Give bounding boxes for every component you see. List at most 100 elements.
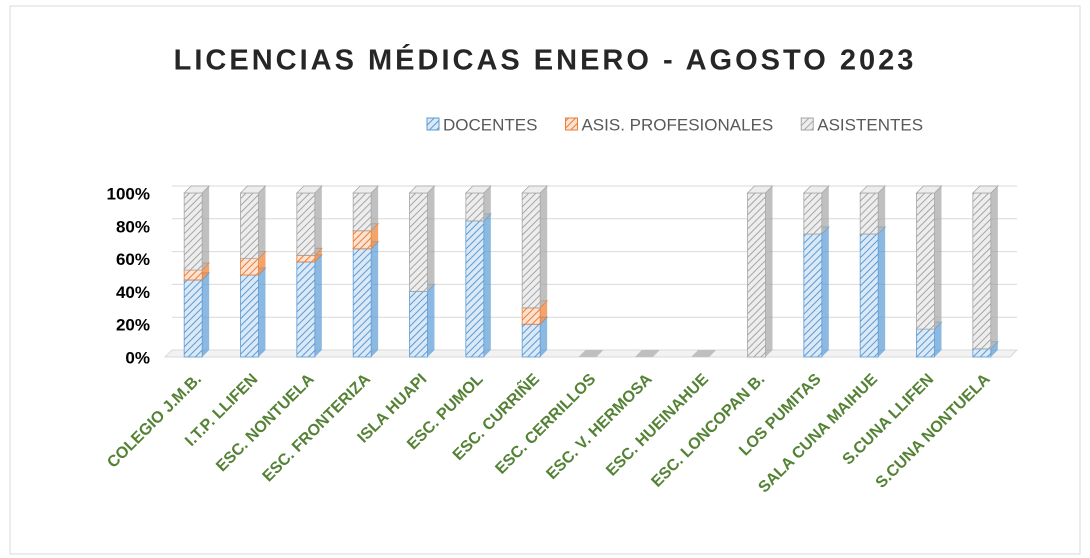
bar-front — [409, 192, 428, 292]
bar-side — [314, 248, 322, 262]
bar-side — [427, 284, 435, 357]
bar-top — [521, 185, 549, 194]
bar-front — [916, 192, 935, 330]
bar-front — [465, 220, 485, 358]
bar-side — [821, 227, 829, 357]
bar-side — [483, 186, 491, 221]
bar-front — [521, 192, 541, 309]
y-tick-label: 0% — [125, 348, 150, 367]
bar-empty — [578, 350, 604, 357]
y-tick-label: 80% — [116, 217, 150, 236]
y-tick-label: 40% — [116, 283, 150, 302]
y-tick-label: 100% — [107, 184, 150, 203]
bar-empty — [634, 350, 660, 357]
bar-front — [352, 230, 372, 250]
bar-segment — [802, 226, 830, 358]
bar-side — [314, 186, 322, 256]
bar-segment — [802, 185, 830, 235]
bar-side — [540, 317, 548, 357]
bar-segment — [464, 185, 492, 222]
legend-label: DOCENTES — [443, 115, 537, 134]
y-tick-label: 60% — [116, 250, 150, 269]
bar-front — [916, 328, 935, 358]
bar-top — [408, 185, 436, 194]
bar-segment — [859, 185, 887, 235]
bar-front — [521, 323, 541, 358]
bar-front — [803, 233, 823, 358]
bar-top — [915, 185, 943, 194]
bar-side — [258, 251, 266, 275]
bar-front — [240, 258, 259, 276]
bar-side — [202, 272, 210, 357]
bar-side — [990, 186, 998, 349]
bar-top — [859, 185, 887, 194]
bar-front — [296, 254, 316, 263]
bar-side — [314, 254, 322, 357]
bar-side — [202, 186, 210, 271]
bar-side — [878, 186, 886, 234]
bar-segment — [239, 267, 267, 358]
legend-swatch — [800, 117, 814, 131]
bar-top — [183, 185, 211, 194]
bar-segment — [408, 283, 436, 358]
bar-front — [465, 192, 485, 222]
bar-front — [183, 192, 203, 271]
chart-title: LICENCIAS MÉDICAS ENERO - AGOSTO 2023 — [174, 43, 917, 77]
bar-top — [464, 185, 492, 194]
bar-segment — [859, 226, 887, 358]
bar-side — [258, 268, 266, 357]
bar-segment — [239, 185, 267, 259]
bar-segment — [352, 185, 380, 232]
bar-front — [409, 290, 428, 358]
bar-segment — [183, 272, 211, 358]
bar-side — [202, 263, 210, 280]
bar-front — [296, 261, 316, 358]
legend-swatch — [564, 117, 578, 131]
bar-side — [483, 213, 491, 357]
bar-side — [934, 322, 942, 357]
bar-top — [971, 185, 999, 194]
bar-front — [352, 192, 372, 232]
bar-segment — [295, 185, 323, 256]
bar-side — [258, 186, 266, 259]
bar-front — [747, 192, 766, 358]
bar-side — [765, 186, 773, 357]
bar-segment — [408, 185, 436, 292]
bar-front — [183, 279, 203, 358]
bar-front — [972, 348, 992, 358]
legend-swatch — [426, 117, 440, 131]
bar-front — [859, 192, 879, 235]
bar-side — [540, 300, 548, 325]
bar-side — [821, 186, 829, 234]
bar-front — [240, 274, 259, 358]
bar-top — [295, 185, 323, 194]
legend-label: ASISTENTES — [817, 115, 923, 134]
bar-top — [802, 185, 830, 194]
bar-side — [371, 186, 379, 231]
y-tick-label: 20% — [116, 316, 150, 335]
bar-side — [990, 341, 998, 357]
bar-segment — [915, 185, 943, 330]
bar-side — [371, 241, 379, 357]
bar-side — [934, 186, 942, 330]
bar-segment — [521, 185, 549, 309]
bar-segment — [746, 185, 774, 358]
bar-side — [878, 227, 886, 357]
bar-side — [540, 186, 548, 308]
bar-segment — [352, 241, 380, 358]
bar-front — [352, 248, 372, 358]
bar-front — [859, 233, 879, 358]
bar-segment — [295, 254, 323, 358]
bar-segment — [183, 185, 211, 271]
bar-segment — [971, 185, 999, 350]
bar-segment — [464, 213, 492, 358]
bar-front — [240, 192, 259, 259]
legend-label: ASIS. PROFESIONALES — [581, 115, 773, 134]
bar-front — [296, 192, 316, 256]
bar-empty — [691, 350, 717, 357]
bar-front — [521, 307, 541, 325]
bar-top — [239, 185, 267, 194]
bar-side — [371, 223, 379, 249]
bar-front — [803, 192, 823, 235]
